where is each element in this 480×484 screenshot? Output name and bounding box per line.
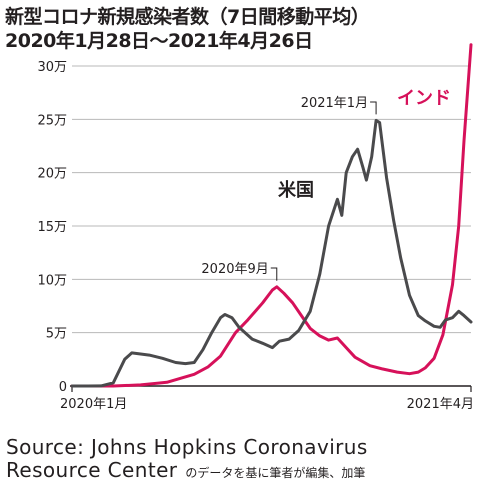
x-axis: 2020年1月 2021年4月 [60,385,474,412]
line-chart: 0 5万 10万 15万 20万 25万 30万 2020年1月 2021年4月 2020年9… [37,43,474,412]
source-line-2-text: Resource Center [6,458,178,482]
x-tick-label: 2020年1月 [60,397,127,412]
series-lines [70,43,473,388]
series-line-us [70,118,473,388]
source-line-2: Resource Center のデータを基に筆者が編集、加筆 [6,458,365,482]
annotation-label: 2021年1月 [301,96,368,111]
y-tick-label: 20万 [37,167,67,182]
annotation-leader [370,101,377,115]
series-label-india: インド [397,88,451,109]
series-label-us: 米国 [278,179,314,201]
y-tick-label: 5万 [46,327,67,342]
annotations: 2020年9月 2021年1月 [201,96,377,281]
source-note: のデータを基に筆者が編集、加筆 [185,466,366,480]
y-tick-label: 30万 [37,60,67,75]
chart-title: 新型コロナ新規感染者数（7日間移動平均） [5,6,370,28]
source-line-1: Source: Johns Hopkins Coronavirus [6,435,368,459]
y-tick-label: 0 [59,380,67,395]
x-tick-label: 2021年4月 [407,397,474,412]
y-tick-label: 25万 [37,113,67,128]
annotation-label: 2020年9月 [201,262,268,277]
y-axis-tick-labels: 0 5万 10万 15万 20万 25万 30万 [37,60,67,395]
series-line-india [70,43,473,388]
annotation-leader [270,267,278,281]
series-labels: 米国 インド [278,88,451,201]
y-tick-label: 10万 [37,273,67,288]
y-tick-label: 15万 [37,220,67,235]
chart-subtitle: 2020年1月28日〜2021年4月26日 [5,30,313,52]
